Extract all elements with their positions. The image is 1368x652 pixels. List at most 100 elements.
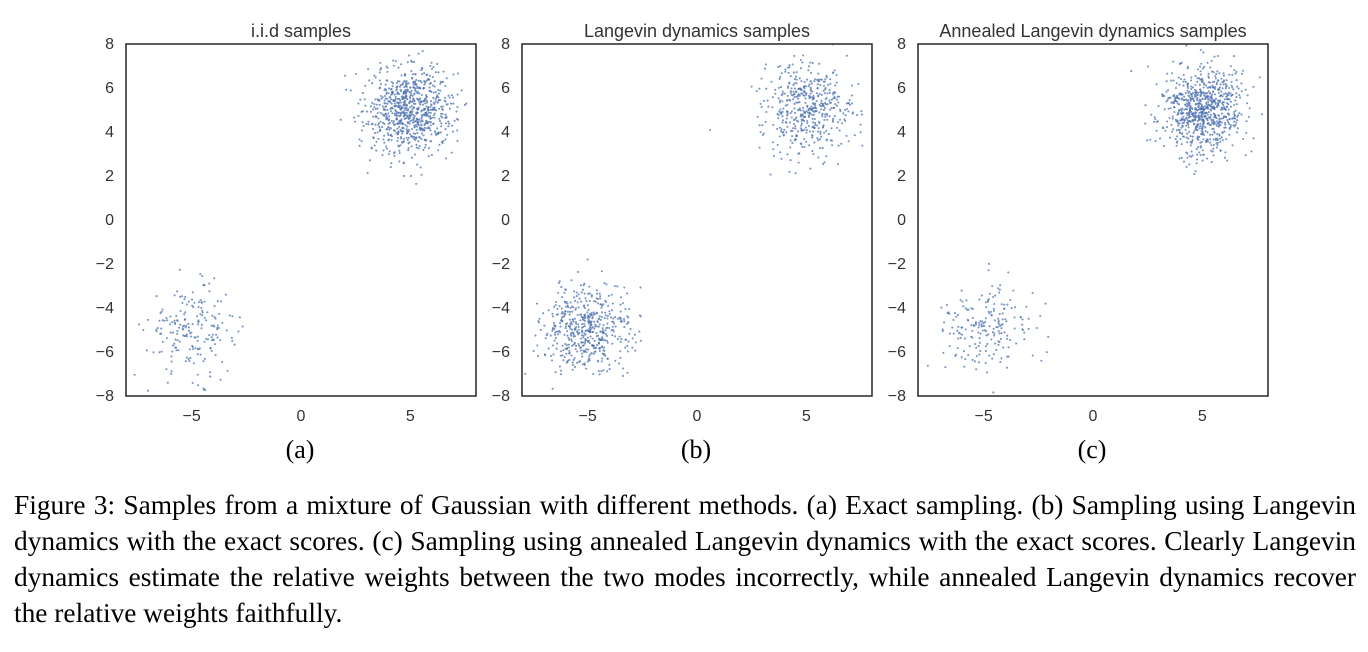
scatter-point (416, 163, 419, 166)
scatter-point (1196, 153, 1199, 156)
scatter-point (974, 323, 977, 326)
scatter-point (1207, 122, 1210, 125)
scatter-point (1205, 101, 1208, 104)
scatter-point (823, 131, 826, 134)
scatter-point (403, 109, 406, 112)
scatter-point (604, 311, 607, 314)
scatter-point (399, 144, 402, 147)
scatter-point (1225, 105, 1229, 108)
scatter-point (392, 59, 395, 62)
scatter-point (1233, 103, 1236, 107)
scatter-point (1205, 84, 1208, 87)
scatter-point (926, 364, 929, 367)
scatter-point (1215, 146, 1218, 149)
scatter-point (816, 83, 819, 86)
scatter-point (370, 82, 374, 85)
scatter-point (978, 298, 981, 301)
scatter-point (639, 286, 642, 289)
scatter-point (1021, 328, 1024, 332)
scatter-point (794, 127, 797, 130)
scatter-point (1199, 98, 1202, 101)
scatter-point (1222, 72, 1225, 75)
y-tick-label: −8 (492, 388, 510, 405)
scatter-point (1214, 101, 1217, 104)
scatter-point (1203, 65, 1206, 68)
scatter-point (1196, 129, 1199, 132)
scatter-point (1240, 113, 1243, 116)
scatter-point (556, 333, 560, 336)
scatter-point (1208, 92, 1211, 95)
scatter-point (1006, 366, 1009, 369)
scatter-point (1191, 138, 1194, 141)
scatter-point (1176, 96, 1179, 100)
scatter-point (572, 358, 575, 362)
scatter-point (941, 330, 944, 333)
scatter-point (750, 85, 753, 88)
scatter-point (1207, 98, 1210, 101)
y-tick-label: 0 (897, 212, 906, 229)
scatter-point (370, 123, 373, 126)
scatter-point (992, 295, 995, 299)
scatter-point (165, 317, 168, 320)
scatter-point (363, 98, 366, 101)
scatter-point (984, 345, 988, 348)
scatter-point (598, 323, 601, 326)
scatter-point (816, 78, 819, 81)
scatter-point (1155, 129, 1158, 132)
scatter-point (211, 333, 214, 336)
scatter-point (564, 325, 568, 328)
scatter-point (568, 351, 571, 355)
scatter-point (384, 102, 387, 105)
scatter-point (450, 94, 453, 97)
y-tick-label: −4 (492, 300, 510, 317)
scatter-point (1207, 100, 1210, 103)
scatter-point (408, 91, 411, 94)
scatter-point (815, 110, 818, 113)
scatter-point (190, 335, 193, 338)
scatter-point (384, 109, 387, 112)
scatter-point (1211, 93, 1214, 96)
scatter-point (965, 299, 968, 302)
scatter-point (1215, 83, 1218, 86)
scatter-point (589, 335, 592, 338)
scatter-point (577, 343, 580, 346)
scatter-point (389, 110, 392, 113)
scatter-point (1193, 129, 1196, 132)
scatter-point (169, 323, 172, 326)
scatter-point (1212, 154, 1215, 157)
scatter-point (584, 340, 587, 343)
scatter-point (802, 94, 805, 97)
scatter-point (444, 113, 447, 116)
scatter-point (411, 94, 414, 97)
scatter-point (1223, 107, 1227, 110)
scatter-point (440, 122, 443, 125)
scatter-point (570, 321, 573, 324)
scatter-point (421, 127, 424, 130)
scatter-point (380, 97, 383, 100)
scatter-point (624, 308, 627, 311)
y-tick-label: 4 (501, 124, 510, 141)
scatter-point (1219, 108, 1222, 111)
scatter-point (401, 106, 404, 109)
scatter-point (537, 355, 540, 358)
scatter-point (1222, 115, 1225, 118)
scatter-point (155, 328, 158, 331)
scatter-point (791, 141, 794, 145)
scatter-point (1195, 111, 1198, 114)
scatter-point (590, 295, 593, 298)
scatter-point (1192, 115, 1195, 119)
scatter-point (814, 123, 817, 126)
scatter-point (785, 131, 788, 134)
scatter-point (1193, 172, 1196, 175)
scatter-point (1172, 100, 1175, 103)
scatter-point (628, 307, 631, 311)
scatter-point (397, 66, 400, 69)
scatter-point (978, 361, 981, 364)
scatter-point (383, 134, 386, 137)
scatter-point (1209, 113, 1212, 116)
scatter-point (1234, 109, 1237, 112)
scatter-point (998, 332, 1001, 335)
scatter-point (1165, 100, 1168, 103)
scatter-point (386, 102, 389, 105)
scatter-point (560, 319, 563, 322)
